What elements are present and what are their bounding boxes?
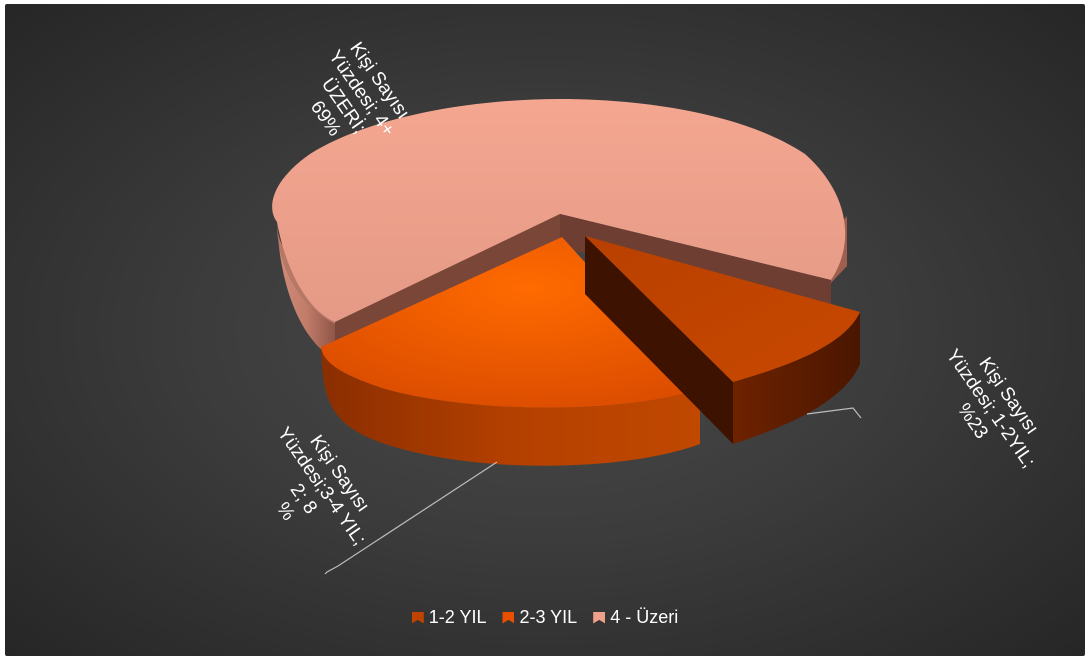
legend-swatch bbox=[593, 611, 606, 624]
legend-swatch bbox=[502, 611, 515, 624]
legend-item: 1-2 YIL bbox=[411, 607, 487, 628]
legend-label: 1-2 YIL bbox=[428, 607, 487, 627]
leader-line-2-3-yil bbox=[324, 461, 498, 575]
pie-chart bbox=[272, 99, 862, 575]
legend-swatch bbox=[411, 611, 424, 624]
legend-item: 4 - Üzeri bbox=[593, 607, 678, 628]
chart-area: Kişi Sayısı Yüzdesi; 1-2YIL; %23 Kişi Say… bbox=[5, 4, 1085, 656]
legend-label: 4 - Üzeri bbox=[610, 607, 679, 627]
legend-item: 2-3 YIL bbox=[502, 607, 577, 628]
pie-slice-1-2-yil bbox=[585, 236, 860, 444]
pie-slice-2-3-yil bbox=[321, 237, 700, 466]
legend-label: 2-3 YIL bbox=[519, 607, 578, 627]
leader-line-1-2-yil bbox=[806, 407, 862, 419]
legend: 1-2 YIL 2-3 YIL 4 - Üzeri bbox=[5, 607, 1085, 629]
